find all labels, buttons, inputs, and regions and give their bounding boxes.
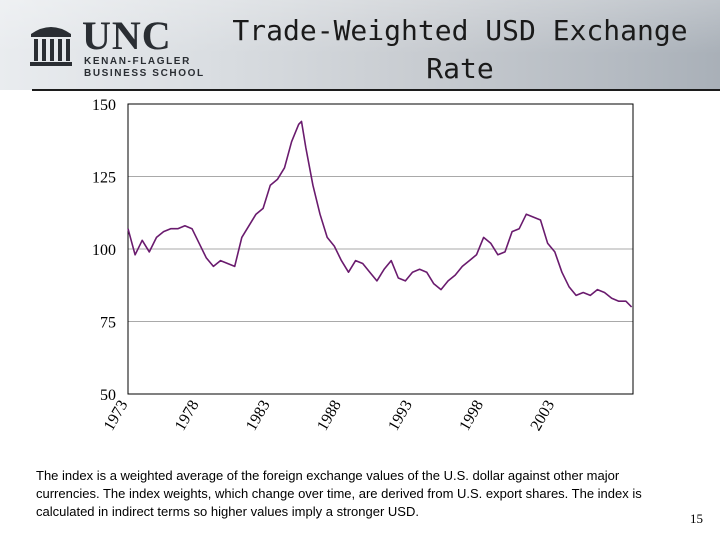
y-tick-label: 75	[100, 315, 116, 332]
y-axis-tick-labels: 150 125 100 75 50	[92, 97, 116, 404]
y-tick-label: 100	[92, 242, 116, 259]
y-tick-label: 125	[92, 170, 116, 187]
x-tick-label: 1993	[385, 398, 416, 434]
page-number: 15	[690, 511, 703, 526]
usd-index-line	[127, 120, 633, 308]
x-axis-tick-labels: 1973 1978 1983 1988 1993 1998 2003	[101, 398, 558, 434]
slide-title: Trade-Weighted USD Exchange Rate	[232, 14, 688, 85]
old-well-icon	[30, 27, 72, 66]
y-tick-label: 150	[92, 97, 116, 114]
x-tick-label: 1998	[456, 398, 487, 434]
x-tick-label: 2003	[528, 398, 559, 434]
plot-area-frame	[127, 103, 634, 395]
x-tick-label: 1988	[314, 398, 345, 434]
title-divider	[32, 89, 720, 91]
x-tick-label: 1978	[172, 398, 203, 434]
header-campus-background	[0, 0, 720, 90]
unc-logo: UNC KENAN-FLAGLER BUSINESS SCHOOL	[26, 13, 216, 79]
logo-subtitle-line1: KENAN-FLAGLER	[84, 56, 191, 67]
chart-gridlines	[128, 103, 633, 395]
y-tick-label: 50	[100, 387, 116, 404]
logo-wordmark: UNC	[82, 13, 172, 58]
logo-subtitle-line2: BUSINESS SCHOOL	[84, 68, 205, 79]
chart-caption: The index is a weighted average of the f…	[36, 468, 642, 519]
slide-header: UNC KENAN-FLAGLER BUSINESS SCHOOL Trade-…	[0, 0, 720, 90]
x-tick-label: 1983	[243, 398, 274, 434]
